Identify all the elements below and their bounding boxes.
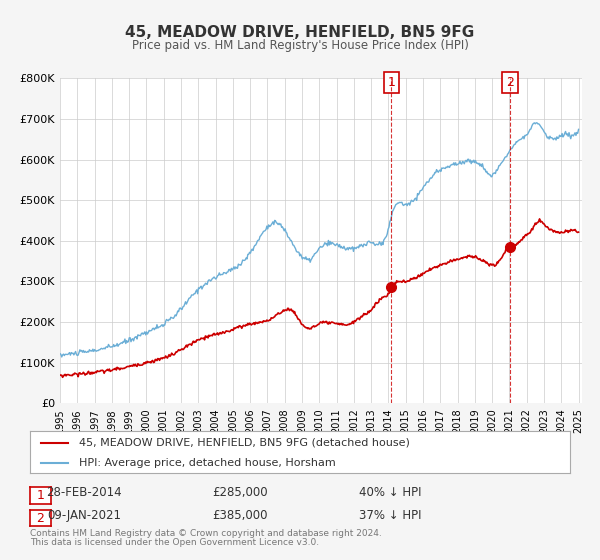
Text: 1: 1 <box>37 489 44 502</box>
Text: 2: 2 <box>37 511 44 525</box>
Text: 2: 2 <box>506 76 514 89</box>
Text: 1: 1 <box>388 76 395 89</box>
Text: This data is licensed under the Open Government Licence v3.0.: This data is licensed under the Open Gov… <box>30 538 319 547</box>
Text: 40% ↓ HPI: 40% ↓ HPI <box>359 486 421 500</box>
Text: Price paid vs. HM Land Registry's House Price Index (HPI): Price paid vs. HM Land Registry's House … <box>131 39 469 52</box>
Text: 09-JAN-2021: 09-JAN-2021 <box>47 508 121 522</box>
Text: 37% ↓ HPI: 37% ↓ HPI <box>359 508 421 522</box>
Text: HPI: Average price, detached house, Horsham: HPI: Average price, detached house, Hors… <box>79 458 335 468</box>
Text: 45, MEADOW DRIVE, HENFIELD, BN5 9FG: 45, MEADOW DRIVE, HENFIELD, BN5 9FG <box>125 25 475 40</box>
Text: 45, MEADOW DRIVE, HENFIELD, BN5 9FG (detached house): 45, MEADOW DRIVE, HENFIELD, BN5 9FG (det… <box>79 438 409 448</box>
Text: Contains HM Land Registry data © Crown copyright and database right 2024.: Contains HM Land Registry data © Crown c… <box>30 529 382 538</box>
Text: £385,000: £385,000 <box>212 508 268 522</box>
Text: £285,000: £285,000 <box>212 486 268 500</box>
Text: 28-FEB-2014: 28-FEB-2014 <box>46 486 122 500</box>
